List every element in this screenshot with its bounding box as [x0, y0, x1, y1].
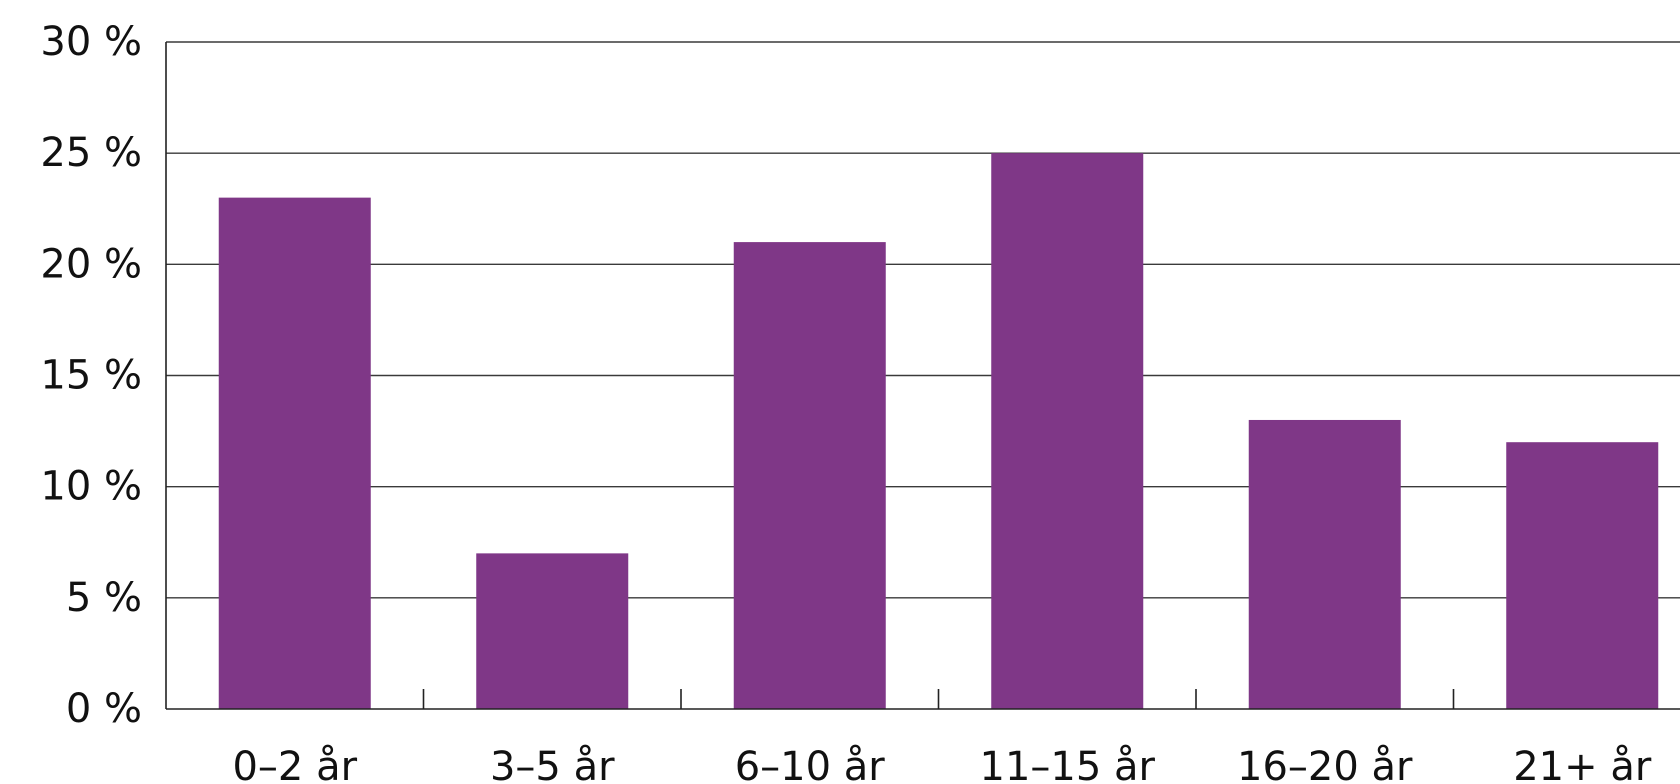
y-tick-labels: 0 % 5 % 10 % 15 % 20 % 25 % 30 %: [40, 19, 142, 732]
bar: [476, 553, 629, 709]
x-tick-label: 11–15 år: [980, 744, 1156, 784]
bar: [733, 242, 886, 709]
y-tick-label: 30 %: [40, 19, 142, 65]
x-tick-label: 16–20 år: [1237, 744, 1413, 784]
x-tick-label: 0–2 år: [232, 744, 357, 784]
y-tick-label: 0 %: [66, 686, 142, 732]
x-category-labels: 0–2 år 3–5 år 6–10 år 11–15 år 16–20 år 21+ å…: [232, 744, 1651, 784]
y-tick-label: 25 %: [40, 130, 142, 176]
bar: [991, 153, 1144, 709]
x-tick-label: 3–5 år: [490, 744, 615, 784]
bar: [218, 197, 371, 709]
bars: [218, 153, 1659, 709]
x-tick-label: 6–10 år: [735, 744, 886, 784]
y-tick-label: 5 %: [66, 575, 142, 621]
axes: [165, 42, 1680, 710]
y-tick-label: 10 %: [40, 464, 142, 510]
bar: [1506, 442, 1659, 709]
x-tick-label: 21+ år: [1513, 744, 1652, 784]
bar: [1248, 419, 1401, 709]
y-tick-label: 20 %: [40, 241, 142, 287]
y-tick-label: 15 %: [40, 353, 142, 399]
gridlines: [166, 41, 1680, 599]
